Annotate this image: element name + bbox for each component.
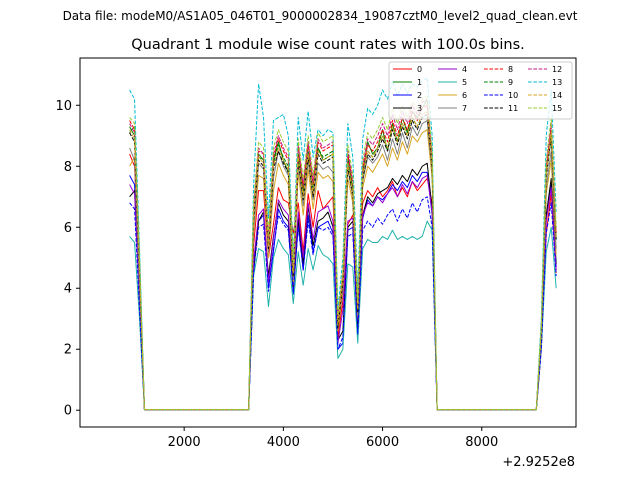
x-offset-text: +2.9252e8 bbox=[502, 455, 575, 470]
legend-box bbox=[388, 61, 573, 120]
legend-label-15: 15 bbox=[552, 104, 562, 113]
plot-area bbox=[79, 57, 577, 428]
suptitle: Data file: modeM0/AS1A05_046T01_90000028… bbox=[63, 9, 578, 23]
legend-label-12: 12 bbox=[552, 65, 562, 74]
legend-label-11: 11 bbox=[508, 104, 518, 113]
x-tick-label-4000: 4000 bbox=[267, 435, 300, 450]
y-tick-label-6: 6 bbox=[64, 221, 72, 236]
legend-label-4: 4 bbox=[462, 65, 467, 74]
x-tick-label-8000: 8000 bbox=[465, 435, 498, 450]
y-tick-label-8: 8 bbox=[64, 160, 72, 175]
series-line-14 bbox=[129, 110, 557, 411]
y-tick-label-2: 2 bbox=[64, 343, 72, 358]
series-layer bbox=[129, 77, 557, 411]
legend-label-3: 3 bbox=[417, 104, 422, 113]
legend-label-0: 0 bbox=[417, 65, 422, 74]
y-axis: 0 2 4 6 8 10 bbox=[55, 99, 80, 419]
y-tick-label-4: 4 bbox=[64, 282, 72, 297]
x-tick-label-6000: 6000 bbox=[366, 435, 399, 450]
x-axis: 2000 4000 6000 8000 bbox=[168, 427, 498, 450]
legend-label-2: 2 bbox=[417, 91, 422, 100]
y-tick-label-10: 10 bbox=[55, 99, 72, 114]
legend-label-10: 10 bbox=[508, 91, 518, 100]
legend-label-9: 9 bbox=[508, 78, 513, 87]
legend-label-7: 7 bbox=[462, 104, 467, 113]
legend-label-1: 1 bbox=[417, 78, 422, 87]
legend-label-8: 8 bbox=[508, 65, 513, 74]
y-tick-label-0: 0 bbox=[64, 404, 72, 419]
legend-label-13: 13 bbox=[552, 78, 562, 87]
legend-label-6: 6 bbox=[462, 91, 467, 100]
series-line-15 bbox=[129, 95, 557, 411]
chart-title: Quadrant 1 module wise count rates with … bbox=[131, 37, 525, 53]
x-tick-label-2000: 2000 bbox=[168, 435, 201, 450]
legend-label-14: 14 bbox=[552, 91, 562, 100]
plot-frame bbox=[79, 57, 577, 428]
legend-label-5: 5 bbox=[462, 78, 467, 87]
